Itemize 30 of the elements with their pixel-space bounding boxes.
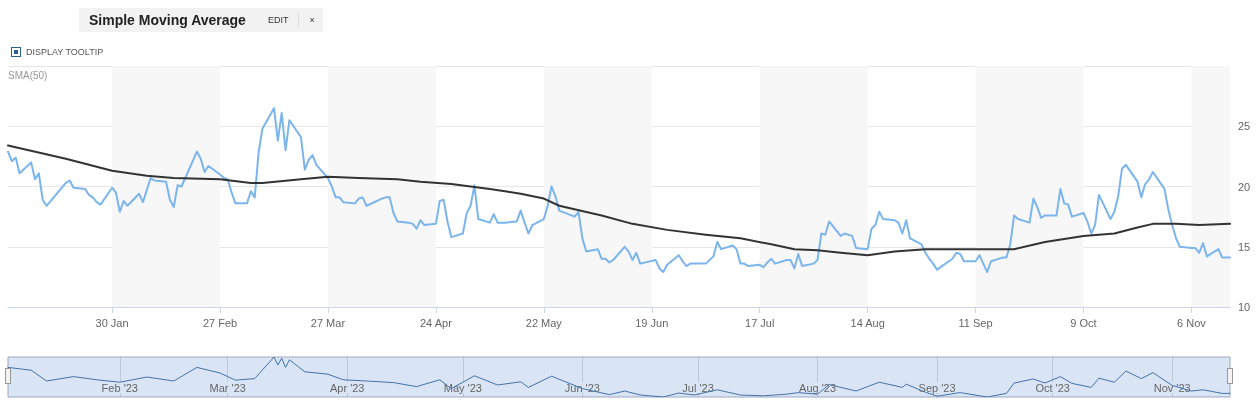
line-series bbox=[7, 144, 1231, 257]
x-tick-label: Feb '23 bbox=[101, 381, 138, 394]
text: DISPLAY TOOLTIP bbox=[26, 47, 104, 57]
line-series bbox=[7, 107, 1231, 274]
x-tick-label: 19 Jun bbox=[635, 316, 669, 329]
x-tick-label: Apr '23 bbox=[329, 381, 365, 394]
edit-button[interactable]: EDIT bbox=[267, 15, 289, 25]
y-tick-label: 15 bbox=[1238, 240, 1251, 253]
x-tick-label: May '23 bbox=[443, 381, 482, 394]
x-tick-label: 27 Feb bbox=[202, 316, 238, 329]
x-tick-label: 9 Oct bbox=[1070, 316, 1097, 329]
x-tick-label: 27 Mar bbox=[310, 316, 346, 329]
x-tick-label: Mar '23 bbox=[209, 381, 246, 394]
x-tick-label: Oct '23 bbox=[1035, 381, 1070, 394]
chart-title: Simple Moving Average bbox=[89, 12, 246, 28]
x-tick-label: 22 May bbox=[525, 316, 563, 329]
x-tick-label: Jul '23 bbox=[682, 381, 714, 394]
x-tick-label: 14 Aug bbox=[850, 316, 885, 329]
x-tick-label: 6 Nov bbox=[1177, 316, 1207, 329]
x-tick-label: Sep '23 bbox=[918, 381, 956, 394]
x-tick-label: Jun '23 bbox=[564, 381, 600, 394]
x-tick-label: 11 Sep bbox=[958, 316, 993, 329]
x-tick-label: 24 Apr bbox=[419, 316, 453, 329]
text: SMA(50) bbox=[8, 69, 48, 81]
y-tick-label: 25 bbox=[1238, 120, 1251, 133]
y-tick-label: 20 bbox=[1238, 180, 1251, 193]
close-button[interactable]: × bbox=[309, 15, 315, 25]
x-tick-label: 30 Jan bbox=[95, 316, 129, 329]
x-tick-label: 17 Jul bbox=[745, 316, 775, 329]
y-tick-label: 10 bbox=[1238, 301, 1251, 313]
